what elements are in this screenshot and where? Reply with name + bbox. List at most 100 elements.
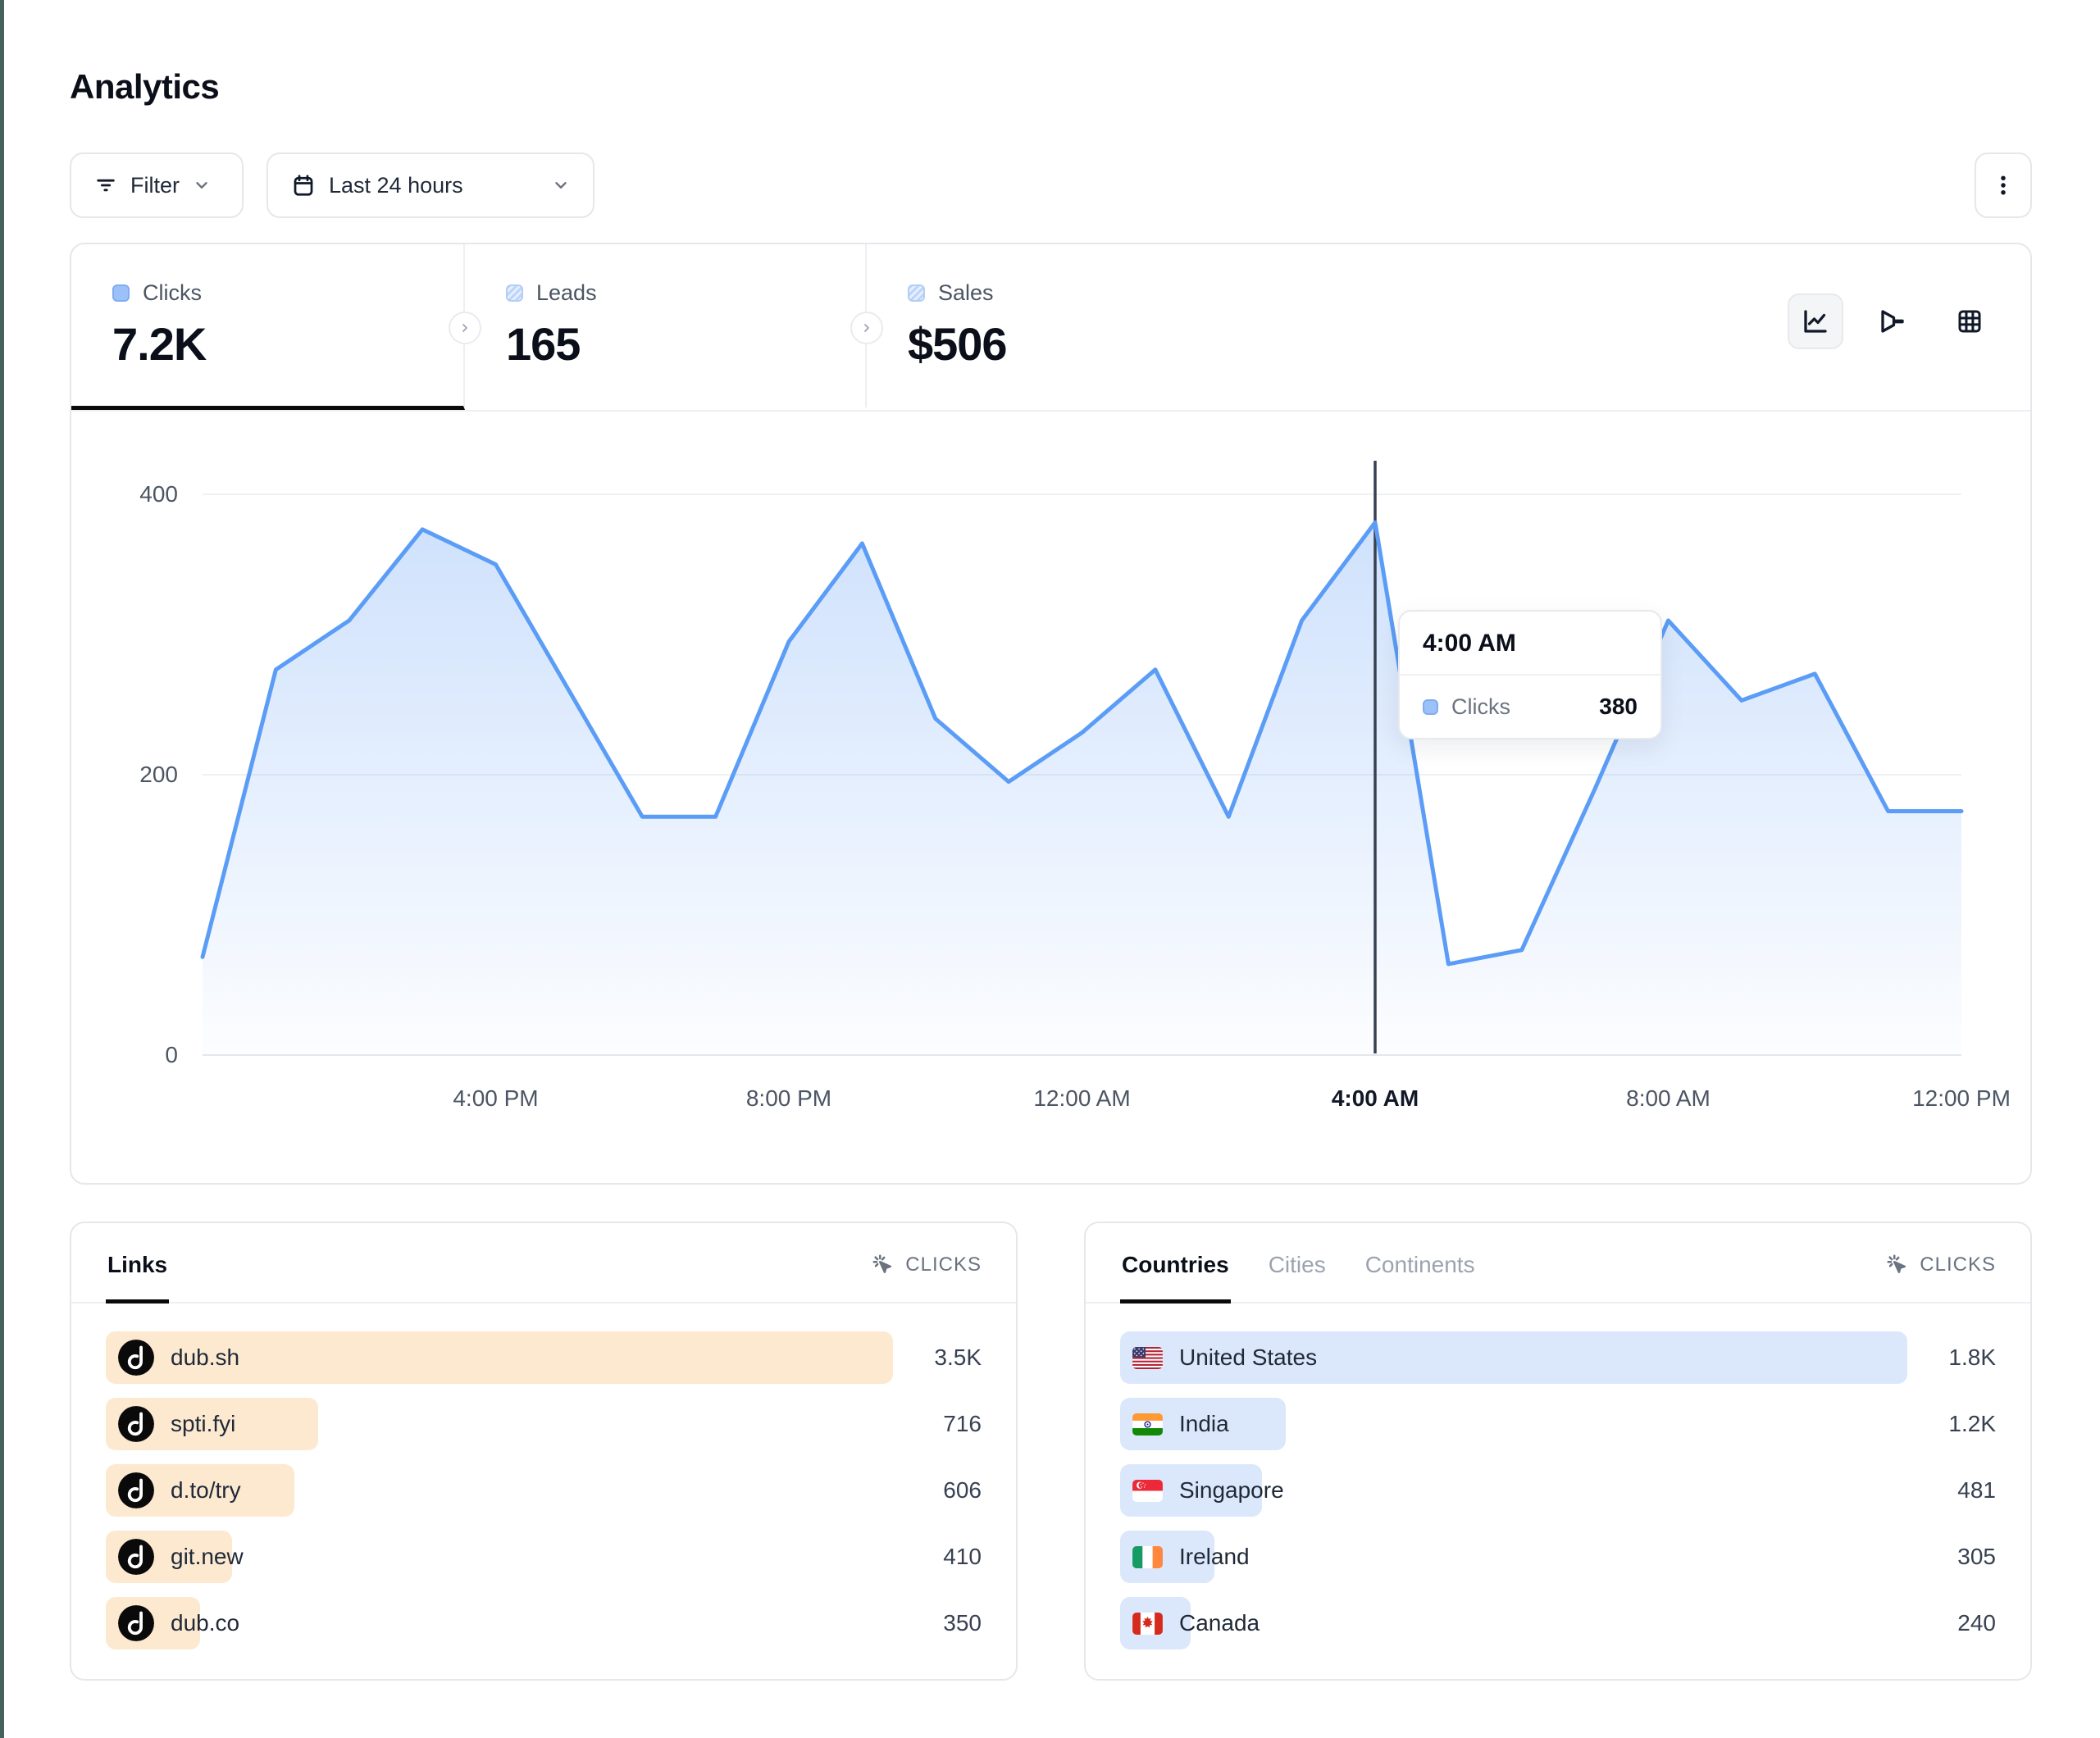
item-track: United States: [1120, 1331, 1907, 1384]
table-view-button[interactable]: [1942, 293, 1998, 349]
analytics-card: Clicks 7.2K Leads 165 Sales $506: [70, 243, 2032, 1185]
tab-leads[interactable]: Leads 165: [465, 244, 867, 410]
date-range-button[interactable]: Last 24 hours: [266, 152, 594, 218]
item-value: 606: [943, 1477, 982, 1503]
item-content: United States: [1120, 1331, 1907, 1384]
tab-divider-chevron: [449, 312, 481, 344]
area-fill: [203, 522, 1961, 1055]
links-card-header: Links CLICKS: [71, 1223, 1016, 1304]
country-flag-icon: [1132, 1413, 1163, 1435]
item-label: Canada: [1179, 1610, 1260, 1636]
filter-button[interactable]: Filter: [70, 152, 244, 218]
item-label: dub.sh: [171, 1344, 240, 1370]
item-label: India: [1179, 1411, 1229, 1436]
item-content: Canada: [1120, 1597, 1907, 1649]
country-flag-icon: [1132, 1612, 1163, 1635]
chevron-down-icon: [555, 182, 567, 189]
x-axis-tick: 12:00 PM: [1912, 1085, 2011, 1111]
list-item[interactable]: United States 1.8K: [1120, 1331, 1996, 1384]
item-label: spti.fyi: [171, 1411, 236, 1436]
item-value: 481: [1957, 1477, 1996, 1503]
links-list: dub.sh 3.5K spti.fyi 716 d.to/try 606: [71, 1304, 1016, 1649]
tooltip-time: 4:00 AM: [1400, 612, 1660, 676]
tab-links[interactable]: Links: [106, 1252, 170, 1304]
sales-value: $506: [908, 318, 1008, 370]
item-track: India: [1120, 1398, 1907, 1450]
chart-type-switcher: [1788, 293, 1998, 349]
links-metric-selector[interactable]: CLICKS: [871, 1253, 982, 1302]
tab-cities[interactable]: Cities: [1268, 1252, 1326, 1277]
clicks-time-series-chart[interactable]: 400 200 0 4:00 PM 8:00 PM 12:00 AM 4:00 AM 8:00…: [71, 412, 2034, 1185]
tooltip-series-value: 380: [1599, 694, 1638, 719]
item-track: dub.co: [106, 1597, 893, 1649]
more-options-button[interactable]: [1975, 152, 2032, 218]
dub-favicon-icon: [118, 1340, 154, 1376]
list-item[interactable]: Ireland 305: [1120, 1531, 1996, 1583]
item-track: git.new: [106, 1531, 893, 1583]
tab-sales[interactable]: Sales $506: [867, 244, 1277, 410]
line-chart-view-button[interactable]: [1788, 293, 1843, 349]
x-axis-tick: 8:00 AM: [1626, 1085, 1711, 1111]
item-value: 305: [1957, 1544, 1996, 1569]
list-item[interactable]: dub.co 350: [106, 1597, 982, 1649]
x-axis-tick: 8:00 PM: [746, 1085, 831, 1111]
item-content: Singapore: [1120, 1464, 1907, 1517]
item-bar: [106, 1331, 893, 1384]
item-value: 3.5K: [934, 1344, 982, 1370]
item-value: 716: [943, 1411, 982, 1436]
item-label: Ireland: [1179, 1544, 1250, 1569]
country-flag-icon: [1132, 1346, 1163, 1369]
funnel-view-button[interactable]: [1865, 293, 1920, 349]
tooltip-series-swatch-icon: [1423, 698, 1438, 715]
tab-countries[interactable]: Countries: [1120, 1252, 1231, 1304]
chevron-right-icon: [462, 324, 467, 332]
sales-swatch-icon: [908, 284, 925, 302]
y-axis-tick: 0: [165, 1042, 178, 1067]
item-track: Canada: [1120, 1597, 1907, 1649]
clicks-line: [200, 520, 1964, 967]
country-flag-icon: [1132, 1545, 1163, 1568]
list-item[interactable]: Singapore 481: [1120, 1464, 1996, 1517]
item-label: dub.co: [171, 1610, 240, 1636]
item-content: India: [1120, 1398, 1907, 1450]
clicks-swatch-icon: [112, 284, 130, 302]
item-value: 410: [943, 1544, 982, 1569]
list-item[interactable]: dub.sh 3.5K: [106, 1331, 982, 1384]
list-item[interactable]: India 1.2K: [1120, 1398, 1996, 1450]
item-content: d.to/try: [106, 1464, 893, 1517]
item-track: dub.sh: [106, 1331, 893, 1384]
item-content: git.new: [106, 1531, 893, 1583]
x-axis-tick: 4:00 AM: [1332, 1085, 1419, 1111]
leads-value: 165: [506, 318, 581, 370]
stat-label-text: Sales: [938, 280, 994, 305]
list-item[interactable]: Canada 240: [1120, 1597, 1996, 1649]
countries-card: Countries Cities Continents CLICKS Unite…: [1084, 1222, 2032, 1681]
stat-tabs: Clicks 7.2K Leads 165 Sales $506: [71, 244, 2030, 412]
countries-metric-selector[interactable]: CLICKS: [1885, 1253, 1996, 1302]
kebab-menu-icon: [2001, 175, 2006, 195]
tab-clicks[interactable]: Clicks 7.2K: [71, 244, 465, 410]
item-value: 1.8K: [1948, 1344, 1996, 1370]
item-content: Ireland: [1120, 1531, 1907, 1583]
date-range-label: Last 24 hours: [329, 172, 463, 198]
filter-button-label: Filter: [130, 172, 180, 198]
item-track: Singapore: [1120, 1464, 1907, 1517]
line-chart-icon: [1804, 310, 1827, 333]
tab-continents[interactable]: Continents: [1364, 1252, 1475, 1277]
dub-favicon-icon: [118, 1472, 154, 1508]
item-track: d.to/try: [106, 1464, 893, 1517]
item-track: Ireland: [1120, 1531, 1907, 1583]
item-value: 350: [943, 1610, 982, 1636]
list-item[interactable]: git.new 410: [106, 1531, 982, 1583]
list-item[interactable]: spti.fyi 716: [106, 1398, 982, 1450]
grid-table-icon: [1958, 310, 1981, 333]
countries-list: United States 1.8K India 1.2K Singapore: [1086, 1304, 2030, 1649]
x-axis-tick: 4:00 PM: [453, 1085, 538, 1111]
item-label: git.new: [171, 1544, 244, 1569]
item-bar: [1120, 1331, 1907, 1384]
stat-label-text: Clicks: [143, 280, 202, 305]
item-content: dub.co: [106, 1597, 893, 1649]
metric-label: CLICKS: [1920, 1253, 1996, 1276]
list-item[interactable]: d.to/try 606: [106, 1464, 982, 1517]
